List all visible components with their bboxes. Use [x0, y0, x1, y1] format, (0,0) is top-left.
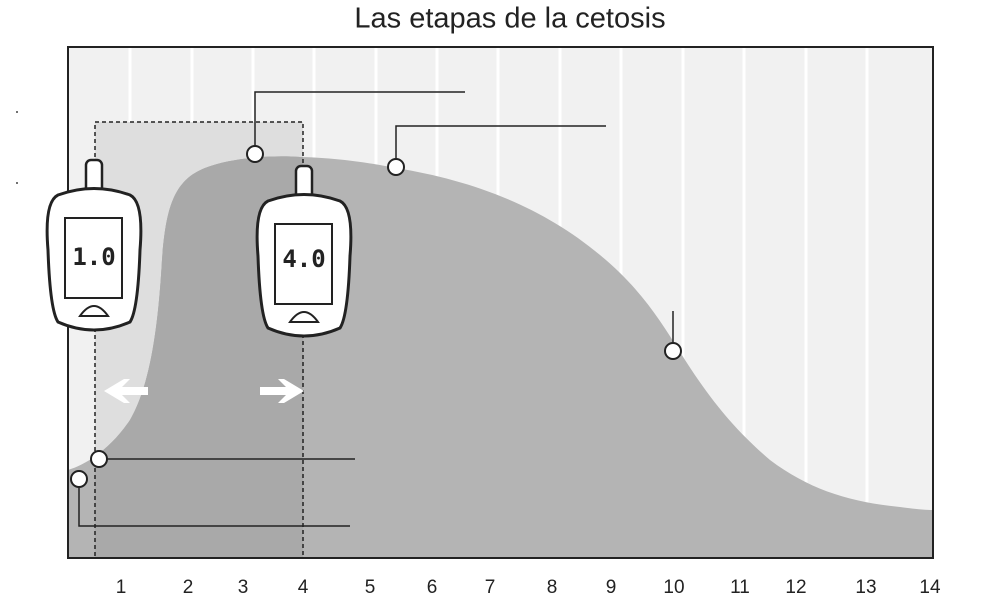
axis-label: 11	[730, 577, 750, 598]
meter-reading: 1.0	[72, 243, 115, 271]
axis-label: 6	[427, 577, 438, 598]
dot	[16, 182, 18, 184]
meter-reading: 4.0	[282, 245, 325, 273]
axis-label: 1	[116, 577, 127, 598]
callout-dots	[70, 145, 682, 488]
axis-label: 9	[606, 577, 617, 598]
axis-label: 7	[485, 577, 496, 598]
axis-label: 12	[785, 577, 806, 598]
axis-label: 5	[365, 577, 376, 598]
callouts	[78, 91, 674, 527]
axis-label: 10	[663, 577, 684, 598]
arrows	[104, 379, 304, 403]
axis-label: 4	[298, 577, 309, 598]
axis-label: 13	[855, 577, 876, 598]
axis-label: 2	[183, 577, 194, 598]
axis-label: 8	[547, 577, 558, 598]
dashed-curve-zone	[95, 156, 303, 558]
meter: 1.0	[45, 158, 143, 332]
plot-area	[68, 47, 933, 558]
axis-label: 3	[238, 577, 249, 598]
meter: 4.0	[255, 164, 353, 338]
axis-label: 14	[919, 577, 941, 598]
dot	[16, 111, 18, 113]
title: Las etapas de la cetosis	[354, 3, 665, 35]
